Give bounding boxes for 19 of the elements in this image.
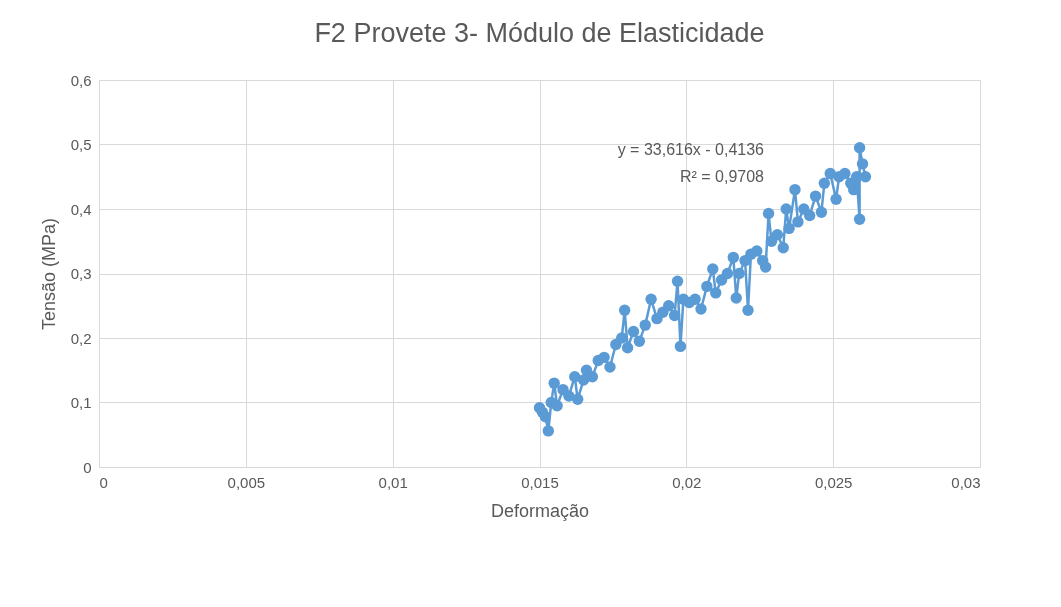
y-tick-label: 0,1 [70,394,92,411]
x-tick-label: 0,02 [672,473,702,491]
x-tick-label: 0,03 [951,473,981,491]
x-tick-label: 0,015 [521,473,559,491]
y-tick-label: 0,5 [70,136,92,153]
y-tick-label: 0,2 [70,329,92,347]
annotation: R² = 0,9708 [679,168,765,185]
y-tick-label: 0,6 [70,71,92,89]
annotation: y = 33,616x - 0,4136 [617,141,765,158]
x-tick-label: 0,025 [814,473,853,491]
x-axis-title: Deformação [490,500,590,521]
x-tick-label: 0,005 [227,473,266,491]
x-tick-label: 0 [99,473,108,491]
y-axis-title: Tensão (MPa) [38,217,59,331]
y-tick-label: 0 [83,458,92,476]
y-tick-label: 0,3 [70,265,92,282]
x-tick-label: 0,01 [378,473,408,491]
chart-title: F2 Provete 3- Módulo de Elasticidade [314,18,765,48]
y-tick-label: 0,4 [70,200,92,218]
